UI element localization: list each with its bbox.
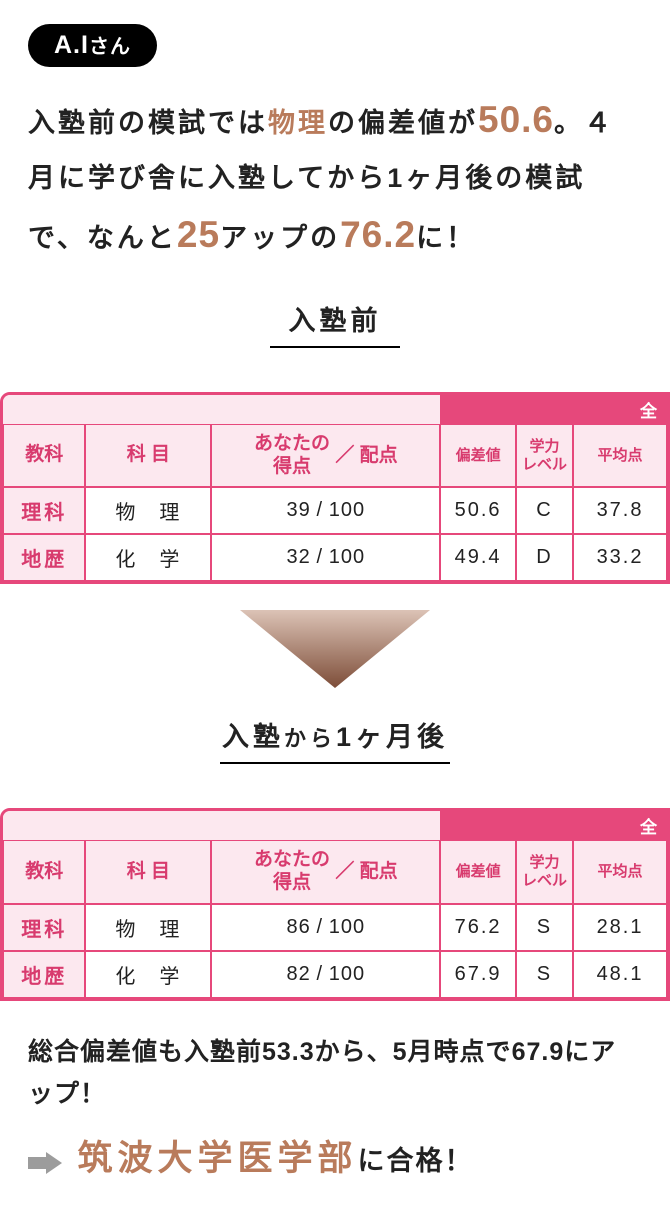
result-line: 筑波大学医学部に合格！ <box>28 1130 642 1181</box>
table-header-row: 教科 科 目 あなたの 得点 ／ 配点 偏差値 学力 レベル 平均点 <box>3 424 667 488</box>
lead-text: 入塾前の模試では <box>28 108 268 138</box>
cell-hensa: 76.2 <box>440 904 516 951</box>
cell-kamoku: 物 理 <box>85 487 211 534</box>
cell-score: 82/100 <box>211 951 440 998</box>
score-val: 86 <box>287 916 311 938</box>
th-heikin: 平均点 <box>573 424 667 488</box>
th-haiten: 配点 <box>360 861 398 882</box>
lead-paragraph: 入塾前の模試では物理の偏差値が50.6。４月に学び舎に入塾してから1ヶ月後の模試… <box>28 87 642 269</box>
table-header-row: 教科 科 目 あなたの 得点 ／ 配点 偏差値 学力 レベル 平均点 <box>3 840 667 904</box>
cell-kyouka: 理科 <box>3 487 85 534</box>
th-score: あなたの 得点 ／ 配点 <box>211 840 440 904</box>
student-name-badge: A.Iさん <box>28 24 157 67</box>
table-after-wrap: 全 教科 科 目 あなたの 得点 ／ 配点 偏差値 学力 レベル 平均点 理科 … <box>0 808 670 1001</box>
right-arrow-icon <box>28 1152 62 1174</box>
cell-score: 39/100 <box>211 487 440 534</box>
th-heikin: 平均点 <box>573 840 667 904</box>
cell-kamoku: 物 理 <box>85 904 211 951</box>
cell-kamoku: 化 学 <box>85 534 211 581</box>
table-tag: 全 <box>440 395 667 424</box>
table-before-wrap: 全 教科 科 目 あなたの 得点 ／ 配点 偏差値 学力 レベル 平均点 理科 … <box>0 392 670 585</box>
summary-text: 総合偏差値も入塾前53.3から、5月時点で67.9にアップ！ <box>28 1031 642 1116</box>
score-max: 100 <box>329 546 365 568</box>
cell-kyouka: 理科 <box>3 904 85 951</box>
cell-hensa: 50.6 <box>440 487 516 534</box>
cell-level: C <box>516 487 573 534</box>
table-row: 理科 物 理 39/100 50.6 C 37.8 <box>3 487 667 534</box>
th-gakuryoku: 学力 レベル <box>516 840 573 904</box>
score-max: 100 <box>329 916 365 938</box>
cell-avg: 48.1 <box>573 951 667 998</box>
cell-kamoku: 化 学 <box>85 951 211 998</box>
th-kamoku: 科 目 <box>85 424 211 488</box>
cell-hensa: 67.9 <box>440 951 516 998</box>
lead-text: に！ <box>416 223 476 253</box>
lead-highlight-subject: 物理 <box>268 108 328 138</box>
table-row: 理科 物 理 86/100 76.2 S 28.1 <box>3 904 667 951</box>
result-university: 筑波大学医学部 <box>78 1139 358 1178</box>
cell-score: 32/100 <box>211 534 440 581</box>
score-val: 82 <box>287 963 311 985</box>
down-arrow-icon <box>240 610 430 688</box>
section-title-kara: から <box>284 726 336 751</box>
score-table-before: 全 教科 科 目 あなたの 得点 ／ 配点 偏差値 学力 レベル 平均点 理科 … <box>0 392 670 585</box>
lead-number-after: 76.2 <box>340 214 416 255</box>
th-slash: ／ <box>335 861 354 882</box>
lead-number-before: 50.6 <box>478 99 554 140</box>
lead-text: アップの <box>220 223 340 253</box>
section-title-text: 入塾 <box>222 722 284 752</box>
table-row: 地歴 化 学 82/100 67.9 S 48.1 <box>3 951 667 998</box>
score-val: 32 <box>287 546 311 568</box>
student-name: A.I <box>54 31 89 59</box>
student-suffix: さん <box>89 36 131 58</box>
cell-avg: 37.8 <box>573 487 667 534</box>
th-gakuryoku: 学力 レベル <box>516 424 573 488</box>
table-tag: 全 <box>440 811 667 840</box>
th-haiten: 配点 <box>360 445 398 466</box>
slash: / <box>311 546 329 569</box>
cell-level: D <box>516 534 573 581</box>
section-title-before: 入塾前 <box>28 299 642 374</box>
cell-level: S <box>516 904 573 951</box>
score-max: 100 <box>329 499 365 521</box>
slash: / <box>311 963 329 986</box>
cell-kyouka: 地歴 <box>3 951 85 998</box>
th-kyouka: 教科 <box>3 840 85 904</box>
section-title-text: 1ヶ月後 <box>336 722 448 752</box>
section-title-text: 入塾前 <box>289 306 382 336</box>
th-hensachi: 偏差値 <box>440 840 516 904</box>
th-kamoku: 科 目 <box>85 840 211 904</box>
section-underline <box>220 762 450 764</box>
result-tail: に合格！ <box>358 1146 474 1176</box>
lead-text: の偏差値が <box>328 108 478 138</box>
section-underline <box>270 346 400 348</box>
lead-number-diff: 25 <box>177 214 220 255</box>
cell-hensa: 49.4 <box>440 534 516 581</box>
th-anata: あなたの 得点 <box>254 849 330 895</box>
cell-kyouka: 地歴 <box>3 534 85 581</box>
cell-level: S <box>516 951 573 998</box>
score-max: 100 <box>329 963 365 985</box>
slash: / <box>311 916 329 939</box>
score-val: 39 <box>287 499 311 521</box>
table-row: 地歴 化 学 32/100 49.4 D 33.2 <box>3 534 667 581</box>
cell-score: 86/100 <box>211 904 440 951</box>
th-anata: あなたの 得点 <box>254 433 330 479</box>
section-title-after: 入塾から1ヶ月後 <box>28 715 642 790</box>
th-hensachi: 偏差値 <box>440 424 516 488</box>
down-arrow-wrap <box>28 610 642 693</box>
cell-avg: 28.1 <box>573 904 667 951</box>
cell-avg: 33.2 <box>573 534 667 581</box>
th-slash: ／ <box>335 445 354 466</box>
slash: / <box>311 499 329 522</box>
th-score: あなたの 得点 ／ 配点 <box>211 424 440 488</box>
th-kyouka: 教科 <box>3 424 85 488</box>
score-table-after: 全 教科 科 目 あなたの 得点 ／ 配点 偏差値 学力 レベル 平均点 理科 … <box>0 808 670 1001</box>
